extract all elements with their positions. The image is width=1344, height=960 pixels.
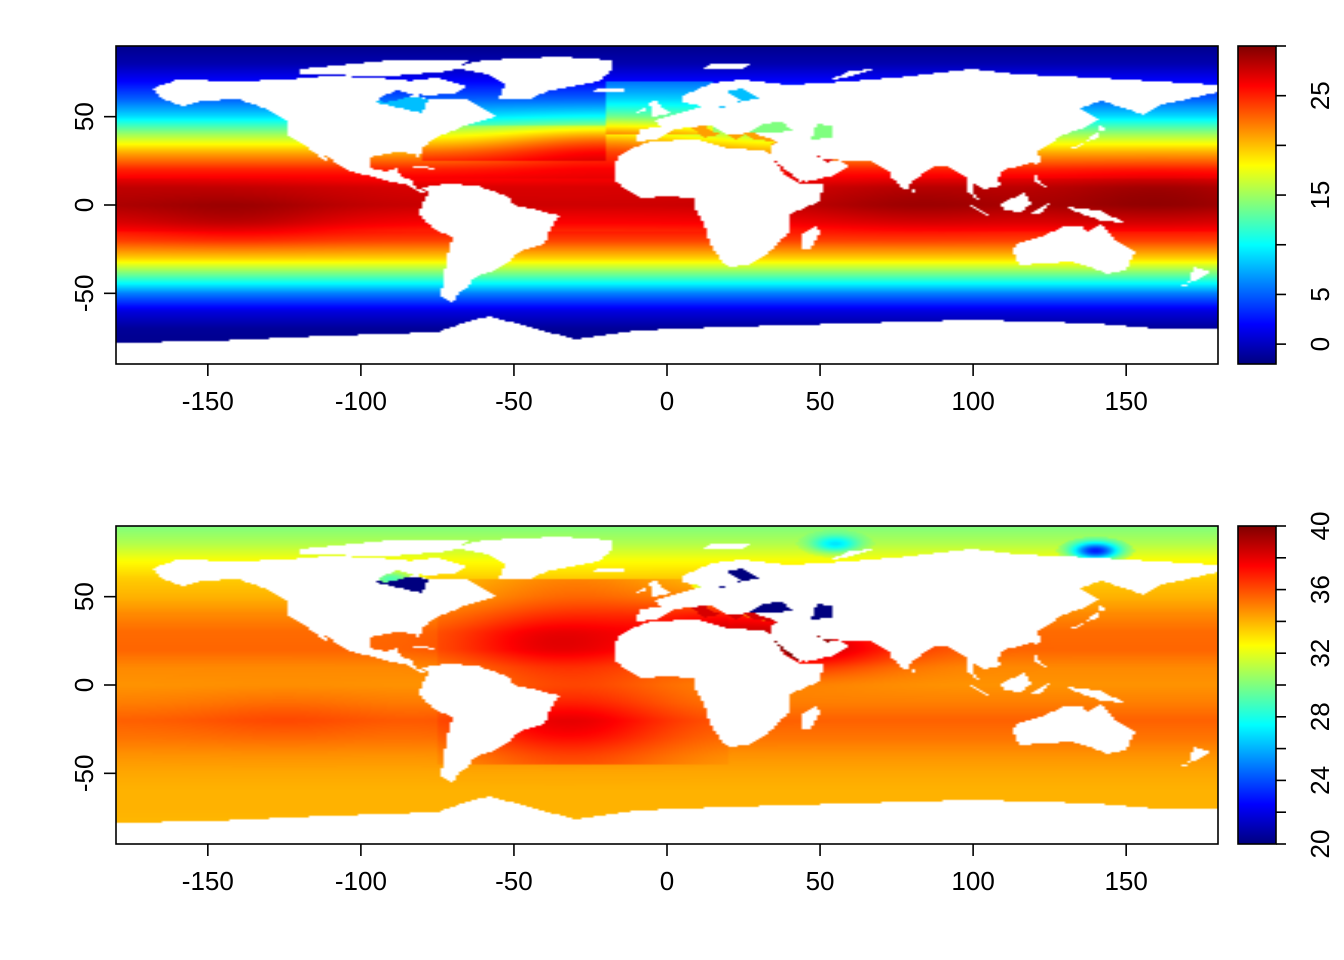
x-tick-label: -100 <box>335 386 387 416</box>
y-tick-label: 50 <box>69 102 99 131</box>
y-tick-label: 0 <box>69 198 99 212</box>
temperature-raster-image <box>116 46 1218 364</box>
color-legend: 0 5 15 25 <box>1237 45 1335 365</box>
colorbar-ticks: 0 5 15 25 <box>1276 45 1335 351</box>
y-tick-label: -50 <box>69 275 99 313</box>
colorbar-tick-label: 0 <box>1305 337 1335 351</box>
colorbar-tick-label: 36 <box>1305 575 1335 604</box>
x-tick-label: -150 <box>182 386 234 416</box>
x-tick-label: 150 <box>1104 866 1147 896</box>
x-tick-label: -100 <box>335 866 387 896</box>
x-axis: -150 -100 -50 0 50 100 150 <box>182 844 1148 896</box>
x-tick-label: 100 <box>951 866 994 896</box>
x-tick-label: 50 <box>806 866 835 896</box>
colorbar-tick-label: 24 <box>1305 766 1335 795</box>
x-tick-label: 0 <box>660 386 674 416</box>
y-axis: -50 0 50 <box>69 582 116 792</box>
x-tick-label: -50 <box>495 866 533 896</box>
x-tick-label: 0 <box>660 866 674 896</box>
x-tick-label: -150 <box>182 866 234 896</box>
colorbar-tick-label: 32 <box>1305 639 1335 668</box>
y-tick-label: 0 <box>69 678 99 692</box>
x-tick-label: -50 <box>495 386 533 416</box>
colorbar-tick-label: 25 <box>1305 81 1335 110</box>
colorbar-tick-label: 20 <box>1305 830 1335 859</box>
color-legend: 20 24 28 32 36 40 <box>1237 512 1335 859</box>
x-axis: -150 -100 -50 0 50 100 150 <box>182 364 1148 416</box>
x-tick-label: 50 <box>806 386 835 416</box>
y-axis: -50 0 50 <box>69 102 116 312</box>
colorbar-tick-label: 15 <box>1305 181 1335 210</box>
map-raster <box>116 526 1218 844</box>
x-tick-label: 100 <box>951 386 994 416</box>
y-tick-label: -50 <box>69 755 99 793</box>
salinity-map-panel: -150 -100 -50 0 50 100 150 -50 0 50 20 24 28 32 36 40 <box>69 512 1335 896</box>
colorbar-tick-label: 28 <box>1305 702 1335 731</box>
y-tick-label: 50 <box>69 582 99 611</box>
colorbar-ticks: 20 24 28 32 36 40 <box>1276 512 1335 859</box>
colorbar-frame <box>1237 45 1277 365</box>
salinity-raster-image <box>116 526 1218 844</box>
colorbar-tick-label: 5 <box>1305 287 1335 301</box>
colorbar <box>1238 526 1276 844</box>
colorbar-tick-label: 40 <box>1305 512 1335 541</box>
map-raster <box>116 46 1218 364</box>
colorbar <box>1238 46 1276 364</box>
temperature-map-panel: -150 -100 -50 0 50 100 150 -50 0 50 0 5 15 25 <box>69 45 1335 416</box>
x-tick-label: 150 <box>1104 386 1147 416</box>
